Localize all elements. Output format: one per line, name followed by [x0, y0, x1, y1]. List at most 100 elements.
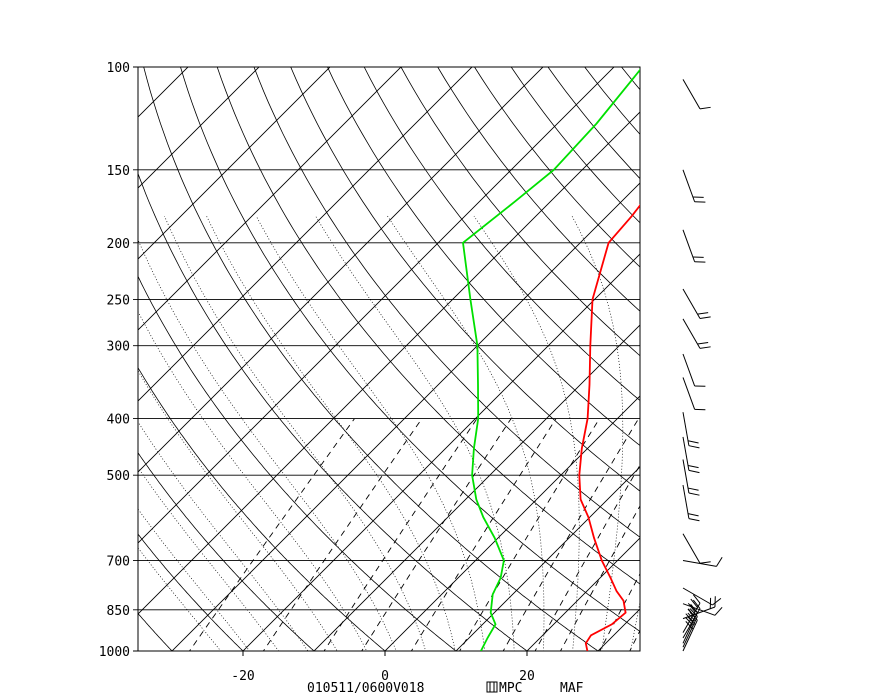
wind-barb-flag	[688, 518, 700, 522]
mixing-ratio-line	[629, 629, 640, 651]
isotherm-line	[138, 67, 615, 544]
wind-barb-staff	[682, 587, 713, 606]
wind-barb-staff	[682, 606, 716, 620]
wind-barb-flag	[697, 312, 709, 315]
wind-barb-flag	[699, 316, 711, 319]
moist-adiabat	[387, 215, 545, 651]
pressure-tick-label: 1000	[99, 645, 130, 660]
moist-adiabat	[630, 599, 640, 651]
isotherm-line	[138, 67, 331, 260]
source-logo-icon	[486, 681, 498, 693]
mixing-ratio-line	[459, 418, 600, 651]
moist-adiabat	[138, 466, 280, 651]
wind-barb-staff	[682, 560, 717, 567]
wind-barb-flag	[688, 445, 700, 449]
wind-barb-staff	[682, 229, 696, 262]
dry-adiabat	[216, 67, 640, 585]
isotherm-line	[138, 67, 473, 402]
temperature-axis-labels: -20 0 20	[231, 651, 535, 684]
wind-barb-flag	[692, 594, 701, 604]
moist-adiabat	[138, 310, 367, 651]
wind-barb-flag	[687, 603, 696, 613]
wind-barb-flag	[692, 599, 701, 609]
dewpoint-profile-line	[462, 68, 640, 651]
moist-adiabat	[138, 238, 397, 651]
dry-adiabat	[363, 67, 640, 401]
footer-run: 010511/0600V018	[307, 681, 424, 696]
wind-barb-flag	[716, 556, 723, 567]
wind-barb	[682, 603, 723, 616]
wind-barb-flag	[688, 469, 700, 474]
dry-adiabat	[138, 172, 528, 651]
wind-barb-flag	[687, 513, 699, 517]
pressure-tick-label: 400	[107, 413, 130, 428]
wind-barb	[682, 377, 706, 411]
wind-barb	[682, 353, 706, 387]
wind-barb	[682, 485, 700, 522]
wind-barb-flag	[699, 346, 711, 349]
moist-adiabat	[473, 215, 580, 651]
wind-barb-staff	[682, 412, 690, 446]
wind-barb-flag	[694, 201, 706, 203]
wind-barb	[682, 229, 706, 263]
wind-barb-flag	[697, 341, 709, 345]
mixing-ratio-line	[599, 572, 640, 651]
wind-barb-flag	[688, 492, 700, 496]
temperature-tick-label: 20	[519, 669, 535, 684]
wind-barb-flag	[687, 464, 699, 469]
mixing-ratio-line	[262, 418, 423, 651]
wind-barb-staff	[682, 169, 696, 202]
isotherm-line	[526, 537, 640, 651]
isotherm-line	[455, 466, 640, 651]
isotherm-line	[138, 67, 189, 118]
wind-barb-flag	[699, 561, 711, 564]
wind-barb-flag	[694, 385, 706, 387]
wind-barb-staff	[682, 533, 701, 564]
dry-adiabat	[138, 366, 386, 651]
moist-adiabat	[138, 547, 222, 651]
pressure-tick-label: 850	[107, 604, 130, 619]
pressure-tick-label: 200	[107, 237, 130, 252]
wind-barb	[682, 594, 701, 633]
isotherm-line	[138, 111, 640, 615]
isotherm-line	[0, 54, 130, 663]
wind-barb-flag	[690, 604, 698, 614]
isotherm-line	[597, 608, 640, 651]
isotherm-line	[0, 54, 59, 663]
wind-barb	[682, 318, 711, 349]
dry-adiabat	[138, 612, 173, 651]
isotherm-line	[138, 67, 544, 473]
isotherm-line	[138, 67, 402, 331]
wind-barb-flag	[690, 598, 698, 608]
dry-adiabat	[400, 67, 640, 357]
wind-barb-flag	[714, 596, 716, 607]
wind-barb-flag	[712, 597, 722, 606]
footer-source: MPC	[499, 681, 522, 696]
wind-barb-staff	[682, 616, 698, 648]
wind-barb-staff	[682, 353, 696, 387]
wind-barb	[682, 79, 711, 110]
wind-barb	[682, 436, 700, 474]
wind-barb-flag	[714, 606, 723, 616]
dry-adiabat	[620, 67, 640, 91]
sounding-profiles	[462, 68, 640, 651]
pressure-tick-label: 150	[107, 164, 130, 179]
isobars	[133, 66, 640, 652]
mixing-ratio-line	[502, 418, 639, 651]
dry-adiabat	[720, 54, 896, 663]
wind-barb-staff	[682, 602, 701, 633]
wind-barb-staff	[682, 318, 701, 349]
pressure-tick-label: 300	[107, 340, 130, 355]
wind-barb-staff	[682, 288, 701, 319]
wind-barb-flag	[694, 261, 706, 263]
dry-adiabat	[684, 54, 896, 663]
wind-barb-flag	[699, 106, 711, 110]
moist-adiabat	[138, 508, 251, 651]
moist-adiabat	[255, 215, 486, 651]
wind-barb-flag	[687, 487, 699, 491]
dry-adiabat	[143, 67, 599, 651]
temperature-profile-line	[578, 203, 640, 651]
mixing-ratio-line	[361, 418, 512, 651]
dry-adiabat	[510, 67, 640, 224]
wind-barb-staff	[682, 619, 698, 652]
